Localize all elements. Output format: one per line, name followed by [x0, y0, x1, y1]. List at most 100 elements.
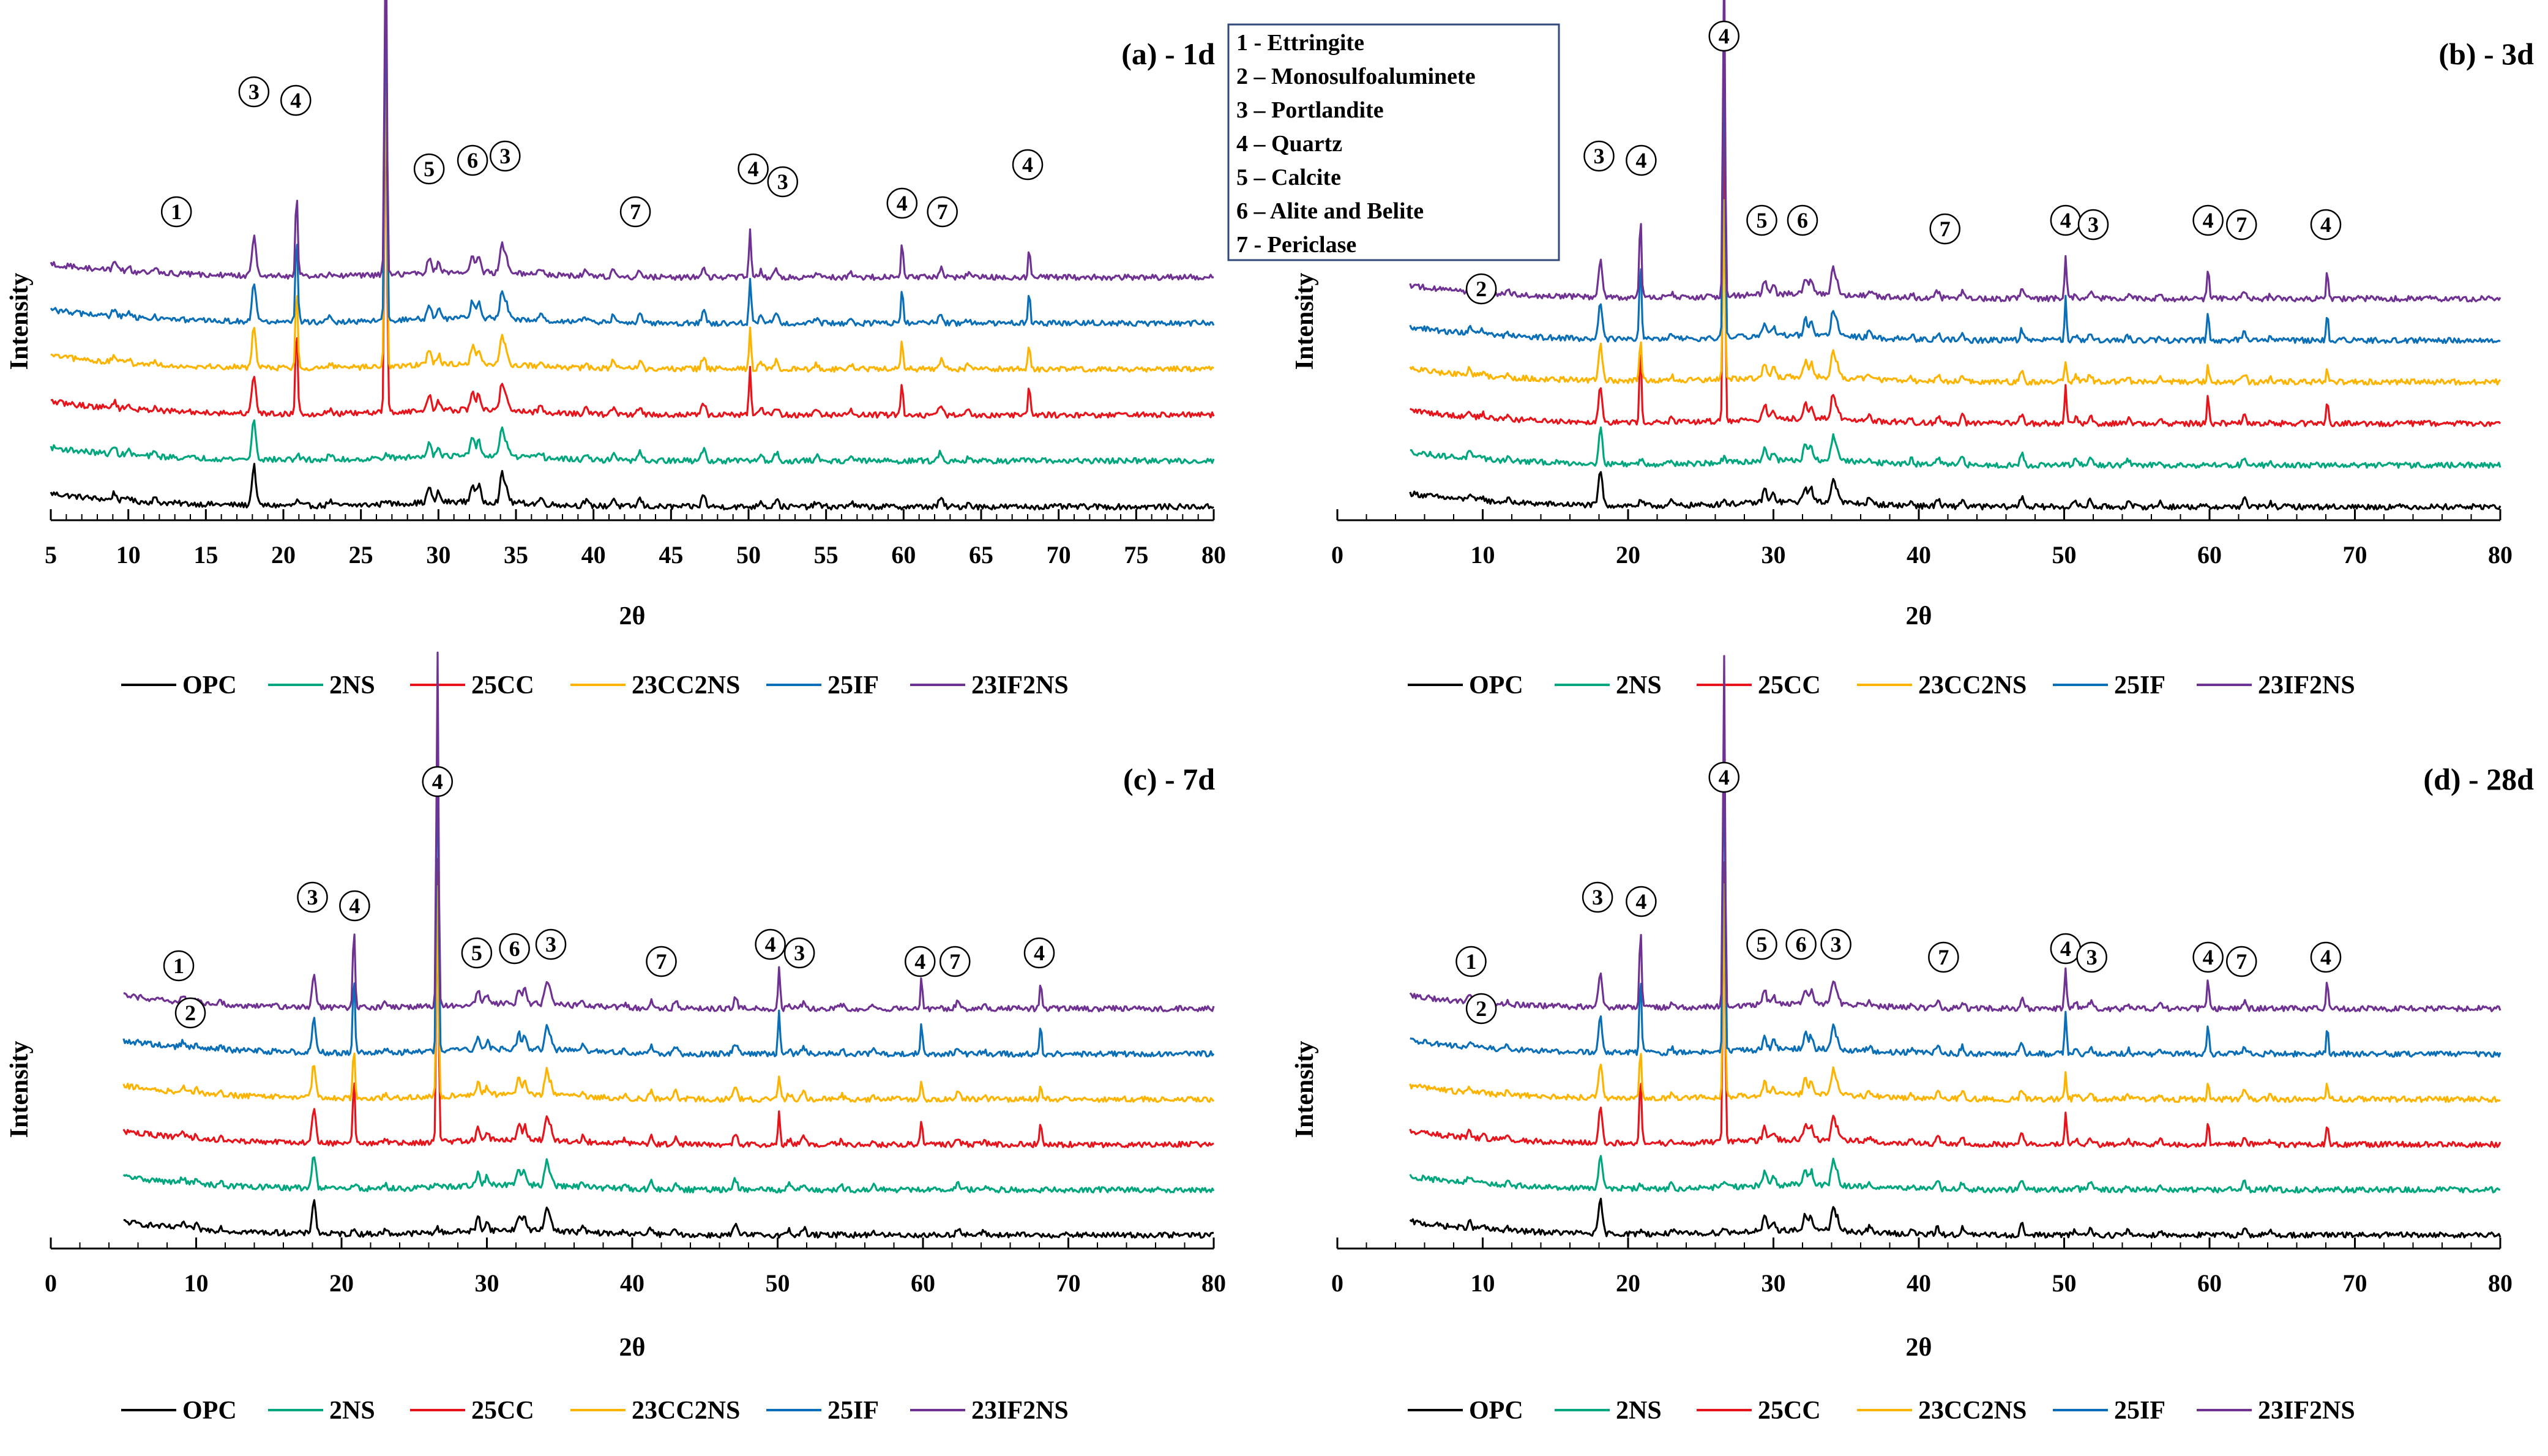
phase-marker-number: 7 — [2236, 212, 2247, 237]
x-axis-title: 2θ — [1906, 1334, 1932, 1362]
phase-marker: 7 — [1928, 941, 1959, 973]
x-tick-label: 15 — [193, 541, 218, 569]
phase-marker: 4 — [755, 928, 786, 960]
phase-marker: 3 — [297, 881, 328, 913]
legend-label: 23CC2NS — [1918, 671, 2027, 700]
phase-marker-number: 4 — [1034, 941, 1045, 965]
phase-marker-circle — [1012, 149, 1044, 181]
trace-opc — [1409, 471, 2501, 511]
phase-marker-circle — [461, 937, 493, 969]
phase-marker-number: 4 — [2203, 208, 2214, 233]
phase-marker-circle — [2226, 209, 2257, 241]
phase-marker: 7 — [940, 946, 971, 977]
phase-marker: 7 — [646, 946, 677, 977]
trace-opc — [123, 1199, 1214, 1239]
legend-label: OPC — [182, 1397, 237, 1425]
phase-marker-number: 4 — [1635, 148, 1646, 173]
phase-marker-circle — [1820, 928, 1851, 960]
phase-marker-number: 7 — [1938, 945, 1949, 969]
phase-marker: 4 — [339, 890, 370, 922]
phase-marker: 4 — [1012, 149, 1044, 181]
trace-2ns — [50, 419, 1215, 465]
phase-marker: 4 — [886, 187, 918, 219]
phase-marker-number: 6 — [1796, 932, 1807, 957]
trace-25if — [50, 0, 1215, 327]
phase-marker-number: 4 — [290, 88, 301, 113]
legend: OPC 2NS 25CC 23CC2NS 25IF 23IF2NS — [121, 1397, 1069, 1425]
phase-marker-number: 4 — [1635, 889, 1646, 914]
x-tick-label: 50 — [736, 541, 761, 569]
phase-marker-circle — [160, 196, 192, 228]
phase-marker-number: 7 — [2236, 949, 2247, 974]
phase-marker-number: 1 — [171, 200, 182, 224]
phase-marker-number: 3 — [248, 80, 260, 104]
phase-marker: 3 — [1582, 881, 1613, 913]
phase-marker: 4 — [422, 766, 453, 797]
phase-marker-circle — [2310, 941, 2342, 973]
phase-marker-number: 3 — [1594, 144, 1605, 168]
legend-label: 25CC — [1758, 1397, 1821, 1425]
phase-marker-number: 1 — [1466, 949, 1477, 974]
phase-marker-circle — [2310, 209, 2342, 241]
legend: OPC 2NS 25CC 23CC2NS 25IF 23IF2NS — [1408, 671, 2355, 700]
phase-marker-number: 5 — [1757, 932, 1768, 957]
phase-marker: 2 — [1465, 273, 1497, 305]
panel-title: (a) - 1d — [1121, 37, 1215, 71]
phase-marker-number: 6 — [1797, 208, 1808, 233]
x-tick-label: 60 — [2197, 541, 2222, 569]
trace-25if — [1410, 696, 2501, 1058]
trace-2ns — [1409, 1155, 2501, 1194]
trace-opc — [1409, 1198, 2501, 1239]
x-tick-label: 65 — [969, 541, 993, 569]
x-tick-label: 80 — [2488, 541, 2513, 569]
legend-label: 25IF — [2114, 671, 2165, 700]
trace-25cc — [1409, 104, 2501, 428]
phase-marker-number: 5 — [1757, 208, 1768, 233]
panel-title: (d) - 28d — [2423, 762, 2534, 796]
phase-marker: 3 — [2077, 209, 2109, 241]
x-tick-label: 5 — [45, 541, 57, 569]
phase-marker-circle — [535, 928, 567, 960]
x-tick-label: 30 — [475, 1269, 499, 1297]
x-tick-label: 40 — [1907, 541, 1931, 569]
x-tick-label: 30 — [1762, 541, 1786, 569]
phase-marker-circle — [422, 766, 453, 797]
x-tick-label: 40 — [1907, 1269, 1931, 1297]
legend-label: 25CC — [471, 1397, 534, 1425]
phase-marker: 6 — [1785, 928, 1817, 960]
phase-marker-circle — [755, 928, 786, 960]
phase-marker: 4 — [1708, 20, 1739, 52]
phase-marker: 4 — [1626, 886, 1657, 917]
trace-25cc — [122, 857, 1214, 1149]
x-tick-label: 70 — [2343, 541, 2367, 569]
x-tick-label: 0 — [1331, 1269, 1343, 1297]
phase-marker-circle — [1626, 144, 1657, 176]
phase-marker-number: 4 — [1719, 24, 1730, 48]
x-tick-label: 40 — [581, 541, 606, 569]
x-tick-label: 20 — [1616, 1269, 1640, 1297]
phase-marker-circle — [1746, 204, 1777, 236]
phase-marker: 6 — [1787, 204, 1818, 236]
x-tick-label: 55 — [814, 541, 839, 569]
x-tick-label: 60 — [891, 541, 916, 569]
trace-23if2ns — [1409, 0, 2501, 303]
x-tick-label: 60 — [2197, 1269, 2222, 1297]
trace-opc — [50, 463, 1214, 511]
y-axis-title: Intensity — [1291, 1041, 1319, 1138]
phase-marker-number: 4 — [2320, 212, 2331, 237]
x-tick-label: 20 — [329, 1269, 354, 1297]
phase-marker-circle — [1582, 881, 1613, 913]
phase-marker: 6 — [457, 144, 488, 176]
phase-marker: 7 — [2226, 946, 2257, 977]
phase-marker-number: 5 — [471, 941, 482, 965]
legend-label: 23IF2NS — [2258, 1397, 2355, 1425]
x-tick-label: 0 — [45, 1269, 57, 1297]
trace-25if — [122, 699, 1215, 1058]
trace-23cc2ns — [1409, 199, 2501, 386]
phase-marker-circle — [1465, 273, 1497, 305]
phase-marker-number: 6 — [467, 148, 478, 173]
phase-marker-number: 4 — [1022, 152, 1033, 177]
phase-marker-circle — [767, 166, 798, 198]
phase-key-box — [1227, 23, 1560, 261]
legend-label: 23IF2NS — [971, 1397, 1069, 1425]
